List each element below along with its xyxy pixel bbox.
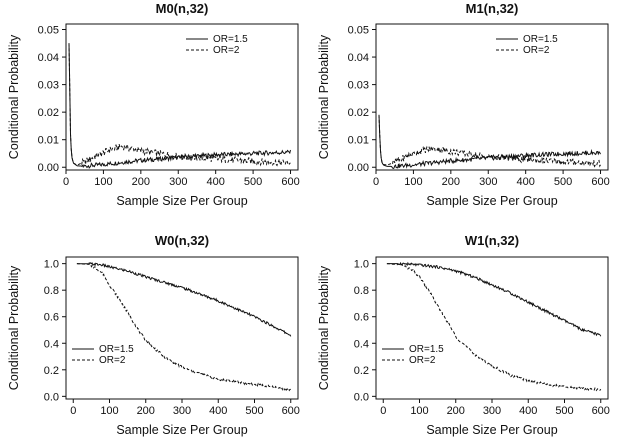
legend: OR=1.5OR=2 bbox=[496, 34, 558, 56]
y-tick-label: 0.2 bbox=[354, 365, 369, 377]
panel-1: M0(n,32) 0 100 200 300 400 500 600 0.00 0.01 0.02 0… bbox=[7, 1, 300, 208]
x-tick-label: 400 bbox=[516, 176, 534, 188]
y-tick-label: 0.05 bbox=[348, 25, 369, 37]
x-tick-label: 300 bbox=[479, 176, 497, 188]
y-tick-label: 0.03 bbox=[348, 80, 369, 92]
x-tick-label: 600 bbox=[591, 176, 609, 188]
x-tick-label: 100 bbox=[410, 405, 428, 417]
y-tick-label: 0.8 bbox=[354, 285, 369, 297]
legend-label: OR=1.5 bbox=[99, 344, 134, 355]
legend-label: OR=2 bbox=[409, 355, 436, 366]
series-line-or-2 bbox=[76, 263, 292, 392]
series-line-or-1-5 bbox=[386, 261, 602, 337]
x-tick-label: 200 bbox=[442, 176, 460, 188]
x-tick-label: 200 bbox=[132, 176, 150, 188]
chart-title: W0(n,32) bbox=[155, 233, 209, 248]
series-line-or-2 bbox=[386, 263, 602, 392]
y-tick-label: 0.01 bbox=[38, 135, 59, 147]
y-tick-label: 0.00 bbox=[38, 162, 59, 174]
y-axis-label: Conditional Probability bbox=[317, 34, 331, 159]
plot-frame bbox=[65, 23, 299, 171]
x-tick-label: 200 bbox=[137, 405, 155, 417]
legend-label: OR=1.5 bbox=[409, 344, 444, 355]
x-tick-label: 300 bbox=[483, 405, 501, 417]
panel-4: W1(n,32) 0 100 200 300 400 500 600 0.0 0.2 0.4 0.6 0… bbox=[317, 233, 610, 437]
x-axis-label: Sample Size Per Group bbox=[116, 194, 247, 208]
y-tick-label: 0.03 bbox=[38, 80, 59, 92]
x-tick-label: 300 bbox=[173, 405, 191, 417]
x-tick-label: 500 bbox=[245, 405, 263, 417]
x-tick-label: 400 bbox=[519, 405, 537, 417]
series-line-or-1-5 bbox=[68, 43, 291, 169]
y-tick-label: 0.6 bbox=[354, 312, 369, 324]
y-tick-label: 1.0 bbox=[44, 259, 59, 271]
legend-label: OR=2 bbox=[213, 45, 240, 56]
y-tick-label: 0.2 bbox=[44, 365, 59, 377]
series-line-or-2 bbox=[378, 114, 601, 168]
x-tick-label: 0 bbox=[373, 176, 379, 188]
legend-label: OR=1.5 bbox=[523, 34, 558, 45]
y-tick-label: 0.8 bbox=[44, 285, 59, 297]
x-tick-label: 100 bbox=[94, 176, 112, 188]
x-tick-label: 500 bbox=[244, 176, 262, 188]
y-tick-label: 0.04 bbox=[348, 52, 369, 64]
y-tick-label: 0.0 bbox=[354, 391, 369, 403]
x-tick-label: 600 bbox=[592, 405, 610, 417]
plot-frame bbox=[65, 256, 299, 400]
x-tick-label: 600 bbox=[281, 176, 299, 188]
x-tick-label: 0 bbox=[380, 405, 386, 417]
legend-label: OR=1.5 bbox=[213, 34, 248, 45]
y-tick-label: 0.02 bbox=[348, 107, 369, 119]
x-tick-label: 300 bbox=[169, 176, 187, 188]
x-tick-label: 500 bbox=[554, 176, 572, 188]
panel-2: M1(n,32) 0 100 200 300 400 500 600 0.00 0.01 0.02 0… bbox=[317, 1, 610, 208]
chart-title: M0(n,32) bbox=[156, 1, 209, 16]
x-tick-label: 500 bbox=[555, 405, 573, 417]
y-tick-label: 0.4 bbox=[44, 338, 59, 350]
legend: OR=1.5OR=2 bbox=[186, 34, 248, 56]
chart-title: M1(n,32) bbox=[466, 1, 519, 16]
x-axis-label: Sample Size Per Group bbox=[426, 423, 557, 437]
y-tick-label: 0.6 bbox=[44, 312, 59, 324]
legend-label: OR=2 bbox=[523, 45, 550, 56]
x-tick-label: 200 bbox=[447, 405, 465, 417]
x-tick-label: 400 bbox=[206, 176, 224, 188]
x-tick-label: 600 bbox=[282, 405, 300, 417]
y-axis-label: Conditional Probability bbox=[7, 265, 21, 390]
y-tick-label: 0.01 bbox=[348, 135, 369, 147]
y-axis-label: Conditional Probability bbox=[317, 265, 331, 390]
y-tick-label: 0.4 bbox=[354, 338, 369, 350]
panel-3: W0(n,32) 0 100 200 300 400 500 600 0.0 0.2 0.4 0.6 0… bbox=[7, 233, 300, 437]
x-tick-label: 0 bbox=[70, 405, 76, 417]
series-line-or-2 bbox=[68, 43, 291, 168]
x-tick-label: 0 bbox=[63, 176, 69, 188]
y-tick-label: 0.0 bbox=[44, 391, 59, 403]
legend-label: OR=2 bbox=[99, 355, 126, 366]
chart-title: W1(n,32) bbox=[465, 233, 519, 248]
legend: OR=1.5OR=2 bbox=[382, 344, 444, 366]
y-tick-label: 0.02 bbox=[38, 107, 59, 119]
x-tick-label: 100 bbox=[404, 176, 422, 188]
y-tick-label: 0.05 bbox=[38, 25, 59, 37]
y-tick-label: 0.00 bbox=[348, 162, 369, 174]
y-tick-label: 1.0 bbox=[354, 259, 369, 271]
x-tick-label: 400 bbox=[209, 405, 227, 417]
legend: OR=1.5OR=2 bbox=[72, 344, 134, 366]
x-axis-label: Sample Size Per Group bbox=[116, 423, 247, 437]
x-axis-label: Sample Size Per Group bbox=[426, 194, 557, 208]
plot-frame bbox=[375, 256, 609, 400]
y-axis-label: Conditional Probability bbox=[7, 34, 21, 159]
x-tick-label: 100 bbox=[100, 405, 118, 417]
series-line-or-1-5 bbox=[76, 262, 292, 337]
y-tick-label: 0.04 bbox=[38, 52, 59, 64]
plot-frame bbox=[375, 23, 609, 171]
